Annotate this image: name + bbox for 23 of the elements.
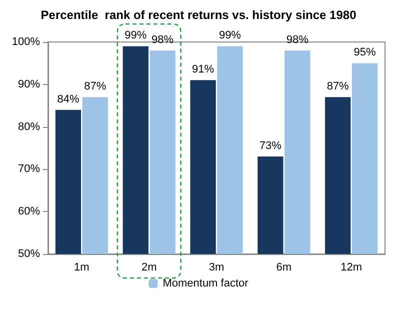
x-tick-label: 1m xyxy=(74,262,90,274)
x-tick-label: 6m xyxy=(276,262,292,274)
text: 73% xyxy=(259,140,282,152)
legend-label: Momentum factor xyxy=(162,278,249,290)
text: 84% xyxy=(57,93,80,106)
x-tick-label: 3m xyxy=(208,262,224,274)
text: 98% xyxy=(286,34,308,46)
text: 99% xyxy=(218,30,241,42)
y-tick-label: 50% xyxy=(18,248,40,260)
chart-title: Percentile rank of recent returns vs. history since 1980 xyxy=(40,8,357,22)
y-tick-label: 100% xyxy=(12,36,40,48)
text: 91% xyxy=(192,64,214,76)
y-tick-label: 70% xyxy=(18,163,40,176)
text: 95% xyxy=(354,46,376,59)
text: 98% xyxy=(152,34,174,46)
y-tick-label: 80% xyxy=(18,120,40,133)
y-tick-label: 60% xyxy=(18,206,40,218)
text: 87% xyxy=(326,80,349,93)
text: 99% xyxy=(124,30,147,42)
x-tick-label: 2m xyxy=(141,262,157,274)
text: 87% xyxy=(84,80,106,93)
x-tick-label: 12m xyxy=(340,262,362,274)
y-tick-label: 90% xyxy=(18,78,40,90)
